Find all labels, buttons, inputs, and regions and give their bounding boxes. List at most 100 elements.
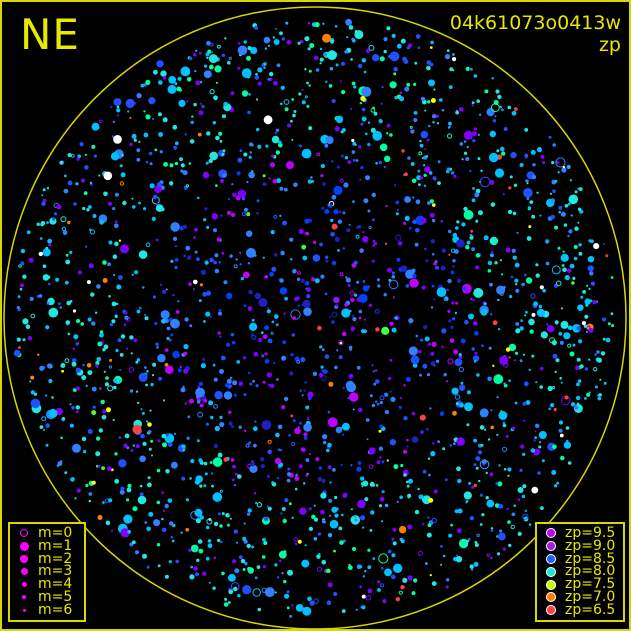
star	[256, 502, 263, 508]
star	[529, 329, 534, 334]
star	[406, 82, 411, 87]
zp-label: zp=6.5	[565, 601, 616, 618]
star	[313, 598, 319, 604]
star	[172, 350, 180, 359]
star	[262, 380, 266, 384]
star	[441, 345, 444, 348]
star	[575, 365, 580, 371]
star	[455, 556, 463, 563]
star	[269, 271, 274, 277]
star	[452, 317, 456, 321]
star	[196, 400, 201, 404]
star	[294, 476, 300, 481]
star	[213, 556, 217, 560]
star	[473, 483, 477, 488]
star	[283, 396, 289, 402]
star	[228, 589, 234, 595]
star	[352, 408, 355, 411]
star	[236, 541, 238, 544]
star	[430, 306, 434, 309]
star	[381, 567, 384, 570]
star	[237, 474, 242, 479]
star	[90, 292, 95, 297]
star	[487, 438, 491, 441]
star	[363, 70, 367, 74]
star	[345, 276, 348, 279]
star	[391, 33, 396, 38]
star	[122, 200, 127, 206]
star	[262, 537, 266, 542]
star	[522, 513, 529, 520]
star	[500, 146, 505, 152]
star	[452, 410, 457, 416]
star	[408, 346, 418, 356]
star	[367, 121, 371, 124]
star	[415, 34, 421, 39]
star	[513, 183, 518, 187]
star	[118, 275, 123, 280]
star	[396, 500, 399, 503]
star	[162, 289, 167, 294]
star	[352, 39, 356, 43]
star	[428, 124, 431, 128]
star	[406, 445, 409, 448]
star	[276, 477, 280, 480]
star	[165, 469, 170, 474]
star	[42, 188, 46, 192]
star	[162, 442, 167, 448]
direction-label: NE	[20, 10, 80, 59]
star	[410, 355, 420, 365]
star	[535, 273, 540, 278]
star	[341, 331, 347, 337]
star	[355, 159, 359, 162]
zp-legend-item: zp=6.5	[543, 601, 617, 618]
star	[249, 464, 258, 473]
star	[437, 160, 441, 164]
star	[334, 495, 338, 500]
star	[195, 80, 201, 86]
star	[27, 336, 33, 341]
star	[558, 428, 563, 433]
star	[379, 395, 385, 401]
star	[177, 300, 180, 303]
star	[584, 314, 589, 319]
star	[123, 443, 128, 448]
star	[392, 541, 397, 546]
star	[490, 313, 493, 316]
star	[119, 181, 125, 186]
mode-label: zp	[598, 34, 621, 56]
star	[171, 461, 178, 469]
star	[306, 104, 310, 108]
star	[510, 275, 514, 279]
star	[174, 82, 178, 86]
star	[147, 422, 152, 427]
star	[420, 130, 428, 139]
star	[99, 387, 102, 390]
star	[271, 320, 275, 324]
star	[588, 391, 591, 394]
star	[334, 513, 339, 518]
star	[383, 165, 387, 169]
star	[413, 578, 418, 583]
star	[28, 257, 34, 263]
star	[289, 237, 294, 242]
star	[329, 67, 334, 71]
star	[472, 355, 480, 362]
star	[69, 423, 74, 428]
star	[515, 288, 520, 293]
star	[389, 390, 392, 393]
star	[213, 260, 217, 265]
star	[555, 157, 566, 168]
star	[282, 220, 287, 226]
star	[202, 291, 208, 297]
star	[327, 582, 333, 588]
star	[246, 55, 251, 61]
star	[132, 506, 138, 512]
star	[552, 444, 557, 450]
star	[145, 242, 151, 248]
star	[195, 49, 198, 52]
star	[370, 127, 376, 133]
star	[88, 263, 94, 269]
star	[441, 328, 447, 334]
